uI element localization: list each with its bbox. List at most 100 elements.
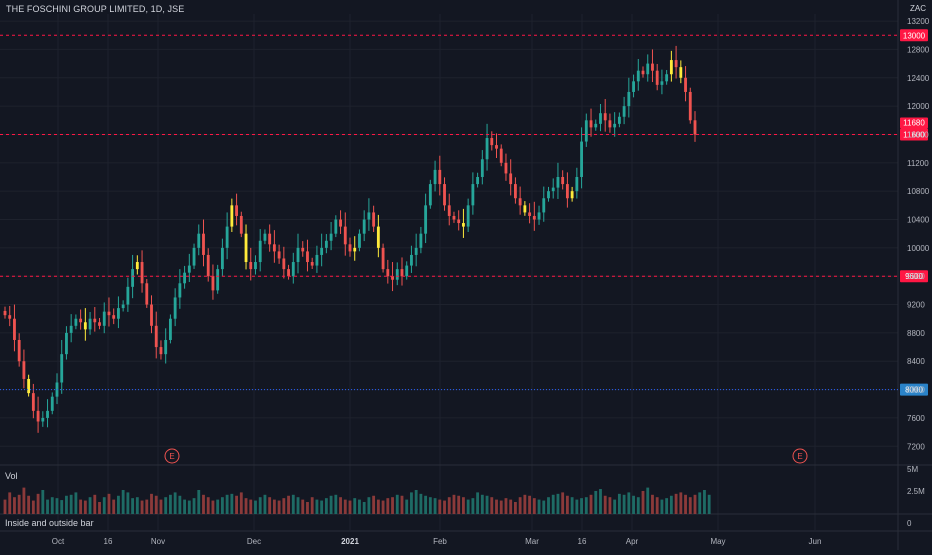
candle[interactable] — [254, 262, 257, 270]
candle[interactable] — [386, 269, 390, 277]
candle[interactable] — [362, 219, 366, 234]
candle[interactable] — [249, 262, 253, 270]
candle[interactable] — [537, 212, 541, 220]
candle[interactable] — [93, 318, 97, 323]
candle[interactable] — [688, 91, 692, 121]
candle[interactable] — [367, 212, 371, 220]
candle[interactable] — [632, 81, 635, 92]
candle[interactable] — [107, 311, 111, 316]
candle[interactable] — [480, 159, 484, 177]
candle[interactable] — [220, 247, 224, 270]
candle[interactable] — [462, 223, 465, 227]
candle[interactable] — [599, 113, 602, 124]
candle[interactable] — [310, 262, 314, 266]
candle[interactable] — [565, 184, 569, 199]
candle[interactable] — [230, 205, 234, 227]
candle[interactable] — [551, 187, 555, 192]
candle[interactable] — [74, 318, 78, 326]
candle[interactable] — [651, 63, 654, 71]
candle[interactable] — [575, 176, 579, 192]
candle[interactable] — [376, 226, 380, 248]
candle[interactable] — [622, 106, 626, 117]
candle[interactable] — [244, 233, 248, 263]
candle[interactable] — [36, 410, 40, 422]
candle[interactable] — [22, 361, 26, 379]
candle[interactable] — [41, 417, 45, 422]
candle[interactable] — [98, 322, 101, 326]
candle[interactable] — [400, 269, 404, 277]
candle[interactable] — [603, 113, 607, 121]
candle[interactable] — [561, 176, 565, 185]
candle[interactable] — [117, 308, 120, 319]
earnings-marker-icon[interactable] — [164, 448, 180, 464]
candle[interactable] — [471, 184, 475, 206]
candle[interactable] — [343, 226, 347, 245]
candle[interactable] — [485, 138, 489, 160]
candle[interactable] — [13, 318, 16, 340]
candle[interactable] — [3, 310, 7, 316]
candle[interactable] — [168, 318, 172, 340]
candle[interactable] — [79, 318, 83, 323]
candle[interactable] — [315, 254, 319, 266]
candle[interactable] — [627, 91, 631, 107]
candle[interactable] — [339, 219, 342, 227]
candle[interactable] — [131, 269, 135, 287]
candle[interactable] — [17, 339, 21, 362]
candle[interactable] — [684, 77, 687, 92]
candle[interactable] — [570, 191, 574, 199]
candle[interactable] — [159, 347, 163, 355]
candle[interactable] — [542, 198, 546, 213]
candle[interactable] — [405, 265, 409, 277]
candle[interactable] — [55, 382, 59, 397]
candle[interactable] — [324, 240, 328, 248]
candle[interactable] — [509, 173, 513, 185]
candle[interactable] — [296, 247, 300, 263]
candle[interactable] — [547, 191, 550, 199]
candle[interactable] — [466, 205, 470, 227]
candle[interactable] — [499, 148, 503, 163]
candle[interactable] — [443, 184, 446, 206]
candle[interactable] — [490, 138, 494, 146]
candle[interactable] — [83, 322, 87, 330]
candle[interactable] — [121, 304, 125, 309]
candle[interactable] — [216, 269, 220, 291]
candle[interactable] — [457, 219, 461, 224]
candle[interactable] — [291, 262, 295, 277]
earnings-marker-icon[interactable] — [792, 448, 808, 464]
candle[interactable] — [154, 325, 158, 348]
candle[interactable] — [126, 286, 130, 305]
candle[interactable] — [8, 315, 12, 319]
candle[interactable] — [46, 410, 49, 418]
candle[interactable] — [135, 262, 139, 270]
candle[interactable] — [528, 212, 532, 216]
candle[interactable] — [358, 233, 361, 248]
candle[interactable] — [433, 169, 437, 185]
candle[interactable] — [641, 70, 645, 75]
candle[interactable] — [419, 233, 423, 248]
candle[interactable] — [655, 70, 659, 85]
candle[interactable] — [660, 81, 664, 85]
candle[interactable] — [428, 184, 432, 206]
candle[interactable] — [372, 212, 376, 227]
candle[interactable] — [410, 254, 413, 266]
candle[interactable] — [282, 258, 286, 270]
candle[interactable] — [60, 354, 64, 383]
candle[interactable] — [150, 304, 153, 326]
candle[interactable] — [424, 205, 428, 234]
candle[interactable] — [617, 116, 621, 124]
candle[interactable] — [178, 283, 182, 298]
candle[interactable] — [31, 393, 35, 411]
candle[interactable] — [594, 123, 598, 128]
candle[interactable] — [391, 276, 394, 280]
candle[interactable] — [476, 176, 480, 185]
candle[interactable] — [523, 205, 527, 213]
time-axis[interactable]: Oct 16 Nov Dec 2021 Feb Mar 16 Apr May Jun — [52, 537, 822, 546]
candle[interactable] — [613, 123, 617, 128]
candle[interactable] — [211, 276, 215, 291]
candle[interactable] — [608, 120, 612, 128]
candle[interactable] — [287, 269, 290, 277]
candle[interactable] — [556, 176, 560, 188]
candle[interactable] — [268, 233, 272, 245]
candle[interactable] — [381, 247, 385, 270]
